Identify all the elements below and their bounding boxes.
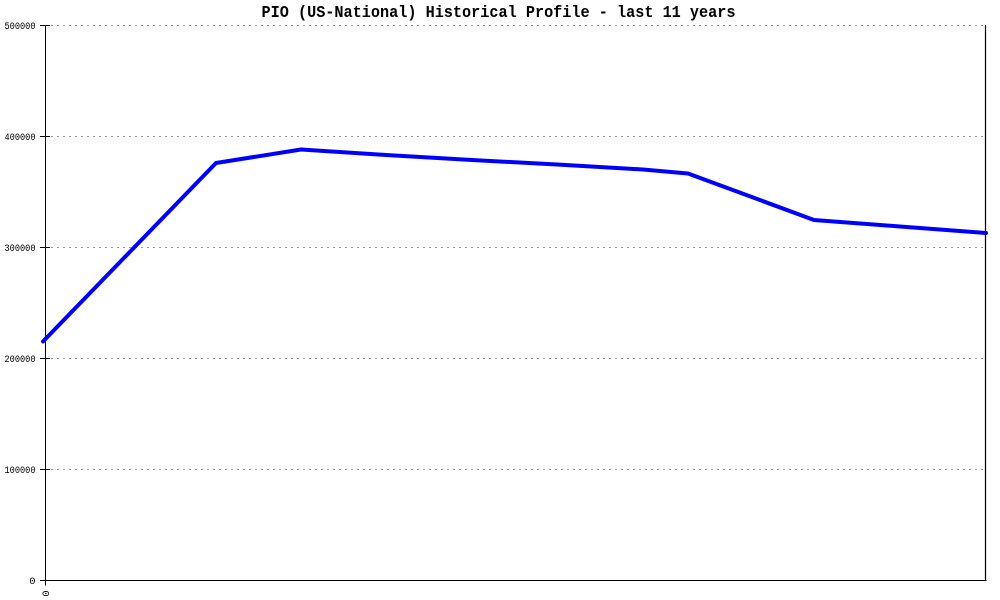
svg-text:0: 0	[38, 590, 50, 596]
svg-text:100000: 100000	[5, 465, 36, 477]
svg-text:500000: 500000	[5, 21, 36, 33]
svg-text:300000: 300000	[5, 243, 36, 255]
svg-text:200000: 200000	[5, 354, 36, 366]
svg-text:400000: 400000	[5, 132, 36, 144]
svg-text:0: 0	[29, 576, 35, 588]
svg-text:PIO (US-National) Historical P: PIO (US-National) Historical Profile - l…	[262, 4, 736, 23]
